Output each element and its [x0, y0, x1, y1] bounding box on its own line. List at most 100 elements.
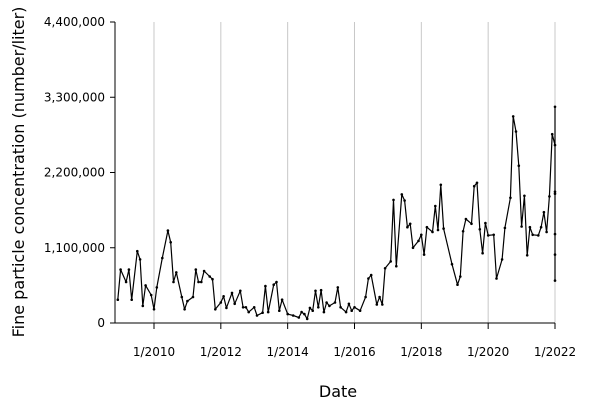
- x-tick-label: 1/2014: [267, 345, 309, 359]
- data-point: [169, 241, 172, 244]
- data-point: [275, 280, 278, 284]
- data-point: [545, 230, 548, 234]
- data-point: [344, 310, 348, 314]
- y-tick-label: 0: [97, 316, 105, 330]
- data-point: [367, 277, 370, 280]
- data-point: [152, 308, 156, 311]
- data-point: [194, 268, 198, 271]
- data-point: [278, 309, 281, 313]
- y-tick-label: 3,300,000: [44, 90, 105, 104]
- data-point: [470, 222, 473, 226]
- data-point: [461, 230, 465, 233]
- axes: [110, 21, 556, 329]
- data-point: [261, 311, 264, 315]
- data-point: [322, 310, 326, 314]
- data-point: [550, 132, 554, 136]
- x-tick-label: 1/2010: [133, 345, 175, 359]
- data-point: [161, 256, 164, 260]
- y-tick-label: 1,100,000: [44, 241, 105, 255]
- data-point: [553, 279, 557, 282]
- data-point: [233, 302, 236, 306]
- data-point: [484, 221, 487, 225]
- series-line: [117, 106, 556, 320]
- data-point: [539, 225, 543, 229]
- data-point: [239, 289, 242, 293]
- data-point: [119, 268, 122, 271]
- data-point: [425, 225, 429, 229]
- data-point: [450, 262, 454, 266]
- data-point: [411, 246, 415, 250]
- data-point: [138, 258, 142, 261]
- data-point: [255, 314, 259, 317]
- data-point: [300, 310, 303, 314]
- data-point: [459, 275, 462, 278]
- data-point: [317, 306, 320, 309]
- data-point: [417, 239, 420, 243]
- data-point: [514, 130, 518, 133]
- data-point: [291, 314, 295, 317]
- data-point: [333, 301, 337, 304]
- data-point: [314, 289, 317, 293]
- data-point: [155, 286, 159, 289]
- data-point: [456, 283, 459, 287]
- data-point: [442, 227, 445, 230]
- data-point: [520, 225, 523, 228]
- data-point: [381, 303, 384, 306]
- data-point: [548, 195, 551, 198]
- data-point: [136, 249, 139, 253]
- data-point: [286, 312, 290, 316]
- data-point: [219, 301, 223, 304]
- data-point: [509, 196, 512, 200]
- data-point: [542, 210, 546, 214]
- data-point: [475, 181, 479, 185]
- data-point: [244, 306, 248, 309]
- data-point: [225, 306, 228, 310]
- data-point: [166, 229, 170, 232]
- data-point: [395, 264, 398, 268]
- data-point: [222, 295, 225, 298]
- data-point: [353, 306, 356, 309]
- data-point: [420, 233, 423, 237]
- x-tick-label: 1/2020: [467, 345, 509, 359]
- data-point: [311, 309, 315, 313]
- data-point: [297, 316, 301, 319]
- data-point: [464, 217, 468, 221]
- data-point: [175, 271, 178, 274]
- data-point: [191, 295, 195, 299]
- data-point: [247, 310, 250, 314]
- data-point: [503, 226, 507, 230]
- data-point: [369, 273, 373, 277]
- data-point: [358, 309, 362, 313]
- data-point: [127, 268, 131, 271]
- data-point: [124, 280, 128, 284]
- data-point: [280, 298, 284, 302]
- data-point: [180, 295, 184, 299]
- data-point: [130, 298, 133, 302]
- data-point: [364, 295, 367, 299]
- data-point: [264, 284, 267, 288]
- data-point: [422, 253, 426, 256]
- data-point: [200, 280, 203, 284]
- data-point: [439, 183, 443, 187]
- data-point: [272, 283, 276, 287]
- data-point: [492, 233, 496, 237]
- data-point: [400, 193, 404, 196]
- data-point: [517, 164, 521, 167]
- data-point: [523, 194, 526, 198]
- data-point: [211, 277, 214, 281]
- data-point: [116, 298, 120, 302]
- data-point: [528, 225, 532, 229]
- data-point: [500, 258, 504, 261]
- data-point: [141, 304, 145, 308]
- data-point: [208, 275, 211, 278]
- data-point: [149, 293, 153, 297]
- data-point: [525, 254, 529, 257]
- data-point: [214, 308, 217, 311]
- data-point: [186, 299, 189, 303]
- data-point: [328, 304, 331, 308]
- data-point: [319, 288, 323, 292]
- data-point: [183, 308, 186, 311]
- y-tick-label: 4,400,000: [44, 15, 105, 29]
- data-point: [202, 269, 206, 273]
